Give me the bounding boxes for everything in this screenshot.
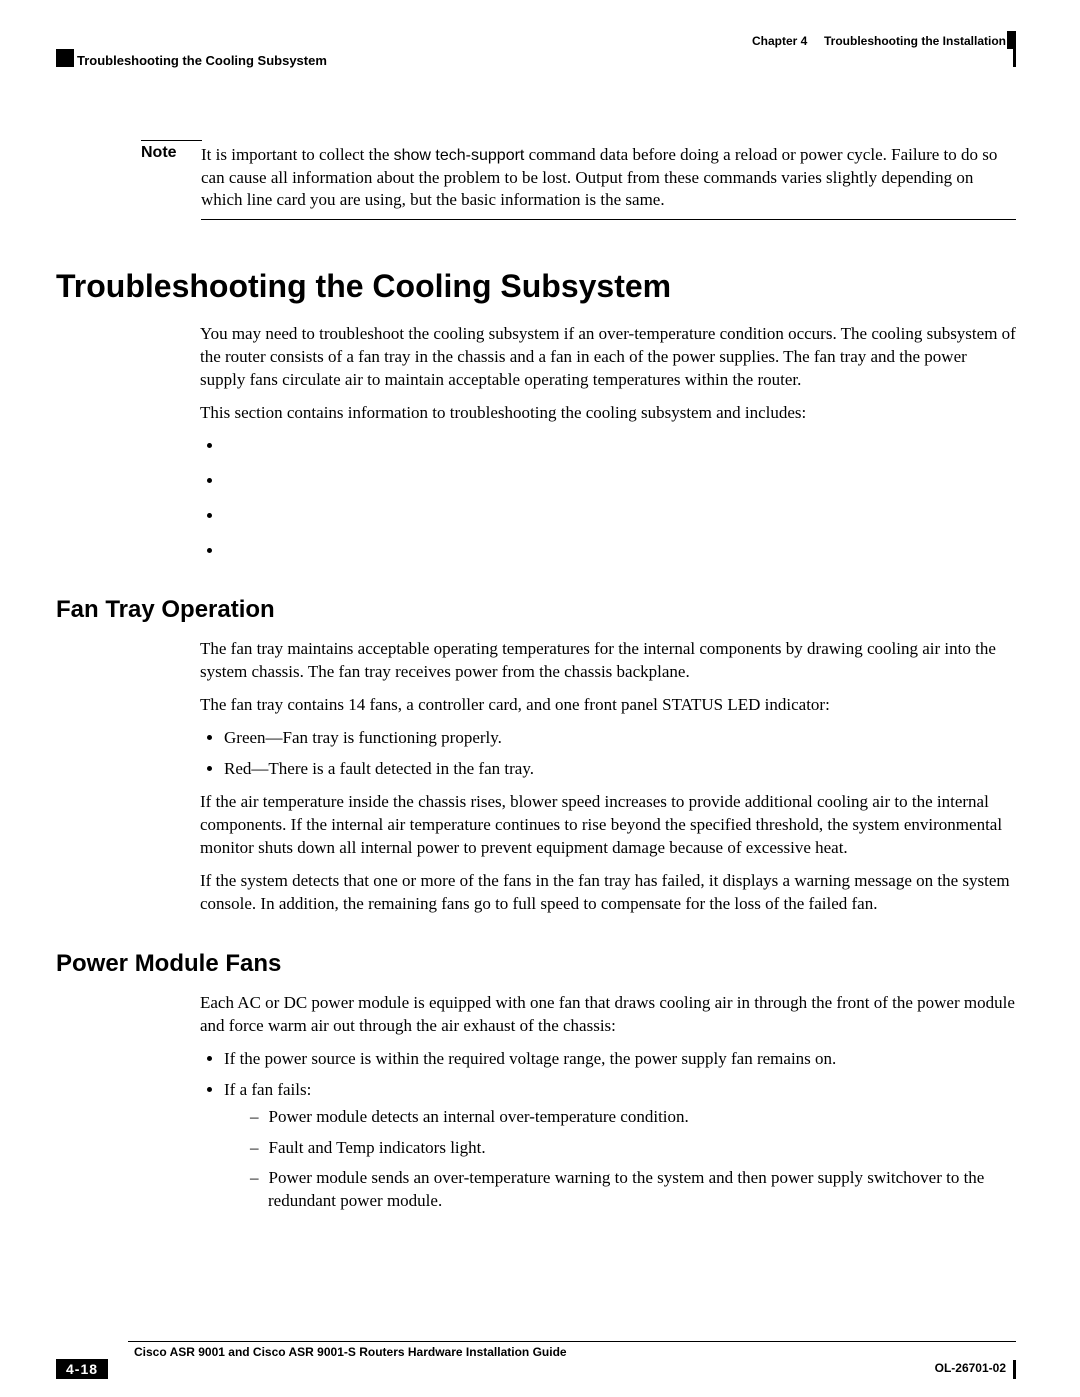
fan-tray-block: The fan tray maintains acceptable operat… xyxy=(200,638,1016,915)
header-section-marker xyxy=(56,49,74,67)
footer-rule xyxy=(128,1341,1016,1342)
content-area: Note It is important to collect the show… xyxy=(56,140,1016,1223)
note-label: Note xyxy=(141,144,201,220)
note-body: It is important to collect the show tech… xyxy=(201,144,1016,220)
power-fans-b2: If a fan fails: Power module detects an … xyxy=(224,1079,1016,1214)
fan-fail-d1: Power module detects an internal over-te… xyxy=(250,1106,1016,1129)
header-divider-bar xyxy=(1013,48,1016,67)
intro-paragraph-2: This section contains information to tro… xyxy=(200,402,1016,425)
led-red: Red—There is a fault detected in the fan… xyxy=(224,758,1016,781)
toc-item xyxy=(224,435,1016,458)
note-block: Note It is important to collect the show… xyxy=(141,140,1016,220)
note-command: show tech-support xyxy=(394,147,525,164)
fan-tray-p4: If the system detects that one or more o… xyxy=(200,870,1016,916)
power-fans-bullets: If the power source is within the requir… xyxy=(200,1048,1016,1214)
footer-doc-number: OL-26701-02 xyxy=(935,1361,1006,1375)
power-fans-p1: Each AC or DC power module is equipped w… xyxy=(200,992,1016,1038)
power-fans-b1: If the power source is within the requir… xyxy=(224,1048,1016,1071)
subsection-fan-tray-title: Fan Tray Operation xyxy=(56,596,1016,624)
led-bullets: Green—Fan tray is functioning properly. … xyxy=(200,727,1016,781)
fan-tray-p1: The fan tray maintains acceptable operat… xyxy=(200,638,1016,684)
note-rule xyxy=(141,140,202,141)
fan-fail-dashes: Power module detects an internal over-te… xyxy=(224,1106,1016,1214)
note-text-before: It is important to collect the xyxy=(201,145,394,164)
footer-guide-title: Cisco ASR 9001 and Cisco ASR 9001-S Rout… xyxy=(134,1345,567,1359)
fan-fail-d3: Power module sends an over-temperature w… xyxy=(250,1167,1016,1213)
toc-item xyxy=(224,505,1016,528)
footer-divider-bar xyxy=(1013,1360,1016,1379)
fan-tray-p2: The fan tray contains 14 fans, a control… xyxy=(200,694,1016,717)
page: Chapter 4 Troubleshooting the Installati… xyxy=(0,0,1080,1397)
toc-item xyxy=(224,470,1016,493)
led-green: Green—Fan tray is functioning properly. xyxy=(224,727,1016,750)
subsection-power-fans-title: Power Module Fans xyxy=(56,950,1016,978)
intro-block: You may need to troubleshoot the cooling… xyxy=(200,323,1016,563)
header-corner-marker xyxy=(1007,31,1016,49)
fan-fail-d2: Fault and Temp indicators light. xyxy=(250,1137,1016,1160)
header-section: Troubleshooting the Cooling Subsystem xyxy=(77,53,327,68)
intro-paragraph-1: You may need to troubleshoot the cooling… xyxy=(200,323,1016,392)
power-fans-b2-text: If a fan fails: xyxy=(224,1080,311,1099)
toc-bullets xyxy=(200,435,1016,563)
toc-item xyxy=(224,540,1016,563)
header-chapter: Chapter 4 Troubleshooting the Installati… xyxy=(752,34,1006,48)
section-title: Troubleshooting the Cooling Subsystem xyxy=(56,268,1016,305)
fan-tray-p3: If the air temperature inside the chassi… xyxy=(200,791,1016,860)
page-number-badge: 4-18 xyxy=(56,1359,108,1379)
power-fans-block: Each AC or DC power module is equipped w… xyxy=(200,992,1016,1214)
